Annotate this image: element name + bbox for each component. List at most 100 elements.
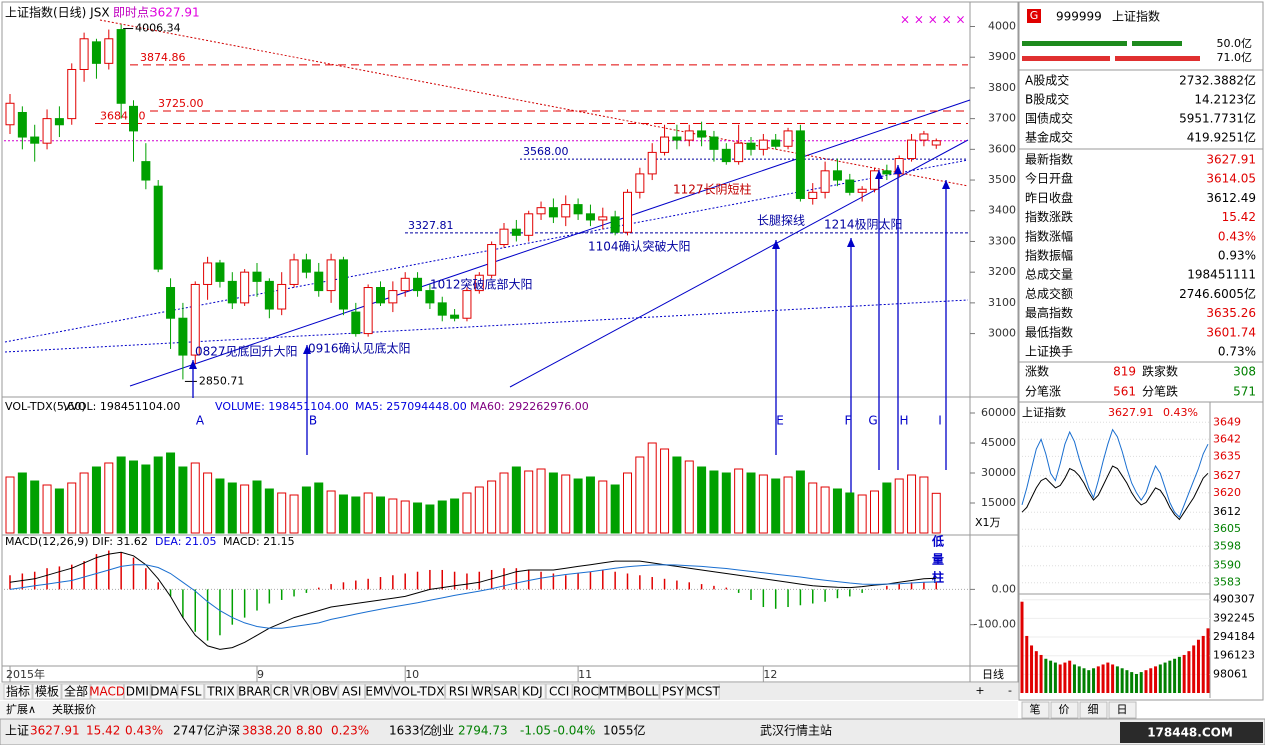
toolbar-tab[interactable]: WR [472,685,492,699]
toolbar-tab-bg[interactable] [471,683,493,700]
status-item: 3838.20 [242,724,292,738]
arrow-head [875,170,883,179]
toolbar-tab-bg[interactable] [572,683,600,700]
tab[interactable]: 细 [1088,703,1099,716]
toolbar-tab[interactable]: DMA [150,685,179,699]
toolbar-tab-bg[interactable] [492,683,519,700]
price-level-label: 3684.00 [100,110,146,123]
chart-frame [1,1,1019,683]
toolbar-tab[interactable]: BRAR [238,685,271,699]
tab[interactable]: 笔 [1030,702,1041,716]
zoom-button[interactable]: + [975,684,984,697]
tab-bg[interactable] [1108,701,1137,719]
tab-bg[interactable] [1021,701,1050,719]
status-item: 8.80 [296,724,323,738]
toolbar-tab-bg[interactable] [271,683,292,700]
mini-volume-bar [1187,651,1191,693]
toolbar-tab-bg[interactable] [599,683,627,700]
toolbar-tab[interactable]: ROC [573,685,599,699]
toolbar-tab-bg[interactable] [686,683,720,700]
toolbar-tab[interactable]: VOL-TDX [393,685,445,699]
toolbar-tab[interactable]: RSI [449,685,469,699]
toolbar-tab[interactable]: VR [293,685,310,699]
toolbar-tab-bg[interactable] [338,683,366,700]
mini-volume-bar [1192,645,1196,693]
toolbar-tab[interactable]: ASI [342,685,361,699]
toolbar-tab-bg[interactable] [3,683,33,700]
macd-legend: MACD: 21.15 [223,535,295,548]
y-tick-label: -100.00 [974,618,1016,631]
tab[interactable]: 价 [1059,703,1070,716]
low-marker: 2850.71 [199,374,245,387]
toolbar-tab-bg[interactable] [177,683,205,700]
x-tick-label: 9 [257,668,264,681]
toolbar-tab-bg[interactable] [291,683,312,700]
toolbar-tab-bg[interactable] [123,683,151,700]
toolbar-link[interactable]: 关联报价 [52,702,96,716]
toolbar-tab[interactable]: BOLL [627,685,658,699]
toolbar-tab[interactable]: TRIX [206,685,234,699]
toolbar-tab-bg[interactable] [90,683,124,700]
annotation: 1104确认突破大阳 [588,239,691,254]
toolbar-tab[interactable]: KDJ [522,685,543,699]
toolbar-tab-bg[interactable] [391,683,446,700]
toolbar-tab[interactable]: FSL [180,685,201,699]
toolbar-tab-bg[interactable] [237,683,272,700]
toolbar-tab-bg[interactable] [61,683,91,700]
toolbar-tab-bg[interactable] [365,683,392,700]
mini-volume-bar [1039,654,1043,693]
volume-bar [326,490,336,534]
tab-bg[interactable] [1079,701,1108,719]
mini-volume-bar [1149,668,1153,693]
price-level-label: 3327.81 [408,219,454,232]
y-tick-label: 30000 [981,466,1016,479]
candle-body [264,280,274,310]
volume-bar [413,502,423,534]
volume-bar [684,460,694,534]
row-label: 最新指数 [1025,152,1073,167]
row-label: 最高指数 [1025,305,1073,320]
toolbar-tab-bg[interactable] [626,683,660,700]
candle-body [820,170,830,193]
candle-body [931,140,941,146]
row-label: 指数涨幅 [1025,228,1073,243]
candle-body [17,111,27,138]
badge-bg [1027,9,1041,23]
mini-volume-bar [1030,645,1034,693]
toolbar-tab[interactable]: 全部 [64,684,88,699]
status-item: -1.05 [520,724,551,738]
candle-body [709,136,719,150]
macd-legend: DEA: 21.05 [155,535,216,548]
status-item: 0.43% [125,724,163,738]
toolbar-tab-bg[interactable] [445,683,472,700]
volume-bar [746,472,756,534]
volume-bar [734,468,744,534]
toolbar-tab-bg[interactable] [518,683,546,700]
candle-body [660,136,670,153]
toolbar-link[interactable]: 扩展∧ [6,702,36,716]
volume-bar [709,470,719,534]
zoom-button[interactable]: - [1008,684,1012,697]
toolbar-tab[interactable]: SAR [493,685,517,699]
toolbar-tab[interactable]: CCI [549,685,569,699]
mini-volume-bar [1168,660,1172,693]
toolbar-tab-bg[interactable] [150,683,178,700]
toolbar-tab[interactable]: 模板 [35,685,59,699]
toolbar-tab[interactable]: MCST [686,685,720,699]
tab-bg[interactable] [1050,701,1079,719]
toolbar-tab-bg[interactable] [204,683,238,700]
row-label: 指数振幅 [1025,248,1073,263]
toolbar-tab[interactable]: OBV [312,685,338,699]
toolbar-tab[interactable]: MTM [599,685,627,699]
toolbar-tab[interactable]: DMI [126,685,149,699]
toolbar-tab-bg[interactable] [32,683,62,700]
toolbar-tab-bg[interactable] [545,683,573,700]
toolbar-tab[interactable]: 指标 [6,684,30,699]
toolbar-tab[interactable]: CR [273,685,290,699]
toolbar-tab[interactable]: PSY [662,685,685,699]
toolbar-tab-bg[interactable] [311,683,339,700]
toolbar-tab-bg[interactable] [659,683,687,700]
tab[interactable]: 日 [1117,703,1128,716]
toolbar-tab[interactable]: EMV [365,685,392,699]
toolbar-tab[interactable]: MACD [89,685,125,699]
